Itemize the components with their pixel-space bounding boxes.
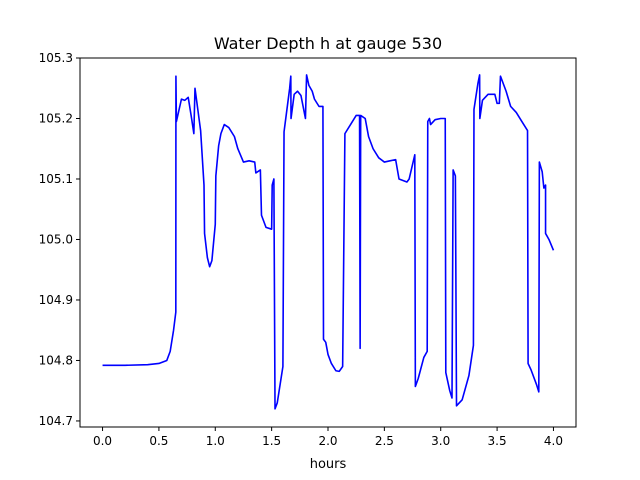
x-tick-label: 3.0 — [431, 434, 450, 448]
series-line-1 — [102, 74, 555, 410]
plot-area — [102, 74, 555, 410]
axes-frame — [79, 57, 577, 428]
x-tick-label: 2.5 — [375, 434, 394, 448]
y-tick-label: 104.9 — [39, 293, 73, 307]
x-tick-label: 0.0 — [93, 434, 112, 448]
x-axis-label: hours — [310, 457, 347, 472]
y-tick-label: 105.0 — [39, 232, 73, 246]
x-tick-label: 3.5 — [488, 434, 507, 448]
x-tick-label: 4.0 — [544, 434, 563, 448]
y-axis: 104.7 104.8 104.9 105.0 105.1 105.2 105.3 — [39, 51, 80, 428]
y-tick-label: 105.2 — [39, 111, 73, 125]
y-tick-label: 104.7 — [39, 414, 73, 428]
y-tick-label: 105.1 — [39, 172, 73, 186]
y-tick-label: 105.3 — [39, 51, 73, 65]
x-axis: 0.0 0.5 1.0 1.5 2.0 2.5 3.0 3.5 4.0 — [93, 427, 563, 448]
y-tick-label: 104.8 — [39, 353, 73, 367]
x-tick-label: 1.0 — [206, 434, 225, 448]
x-tick-label: 1.5 — [262, 434, 281, 448]
chart-title: Water Depth h at gauge 530 — [214, 34, 442, 53]
x-tick-label: 0.5 — [149, 434, 168, 448]
x-tick-label: 2.0 — [318, 434, 337, 448]
